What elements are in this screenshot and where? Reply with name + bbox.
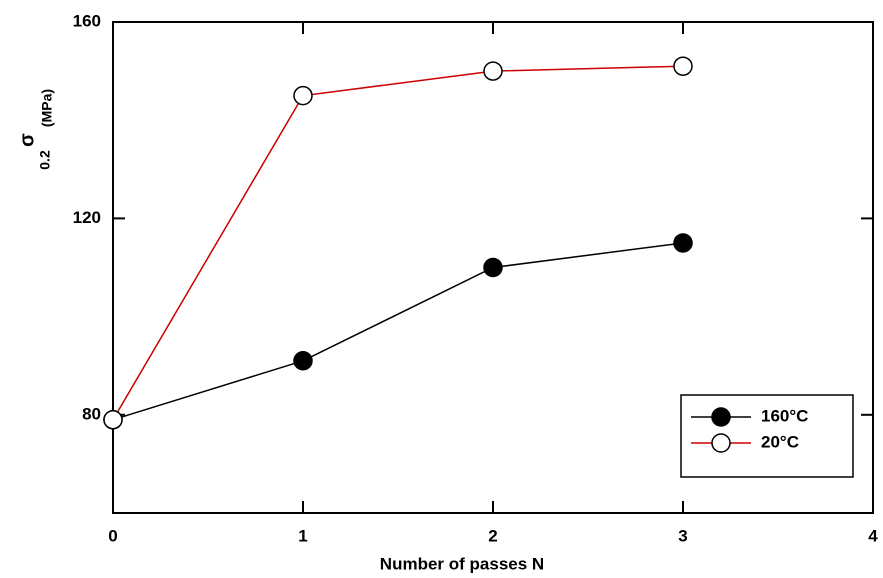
y-tick-label: 80 bbox=[82, 404, 101, 423]
legend-marker bbox=[711, 433, 731, 453]
legend-label: 20°C bbox=[761, 432, 799, 451]
legend-box bbox=[680, 394, 854, 478]
series-line bbox=[112, 242, 684, 421]
data-point bbox=[293, 351, 313, 371]
legend-marker bbox=[711, 407, 731, 427]
y-label-unit: (MPa) bbox=[39, 89, 55, 127]
data-point bbox=[483, 61, 503, 81]
x-tick-label: 2 bbox=[488, 526, 497, 545]
y-axis-label: σ 0.2 (MPa) bbox=[16, 89, 54, 170]
x-tick-label: 0 bbox=[108, 526, 117, 545]
x-tick-label: 1 bbox=[298, 526, 307, 545]
x-tick-label: 3 bbox=[678, 526, 687, 545]
data-point bbox=[673, 233, 693, 253]
y-tick-label: 160 bbox=[73, 11, 101, 30]
data-point bbox=[483, 257, 503, 278]
legend-label: 160°C bbox=[761, 406, 808, 425]
data-point bbox=[673, 56, 693, 76]
y-tick-label: 120 bbox=[73, 208, 101, 227]
series-line bbox=[112, 65, 684, 421]
data-point bbox=[293, 85, 313, 106]
y-label-subscript: 0.2 bbox=[37, 150, 53, 170]
x-tick-label: 4 bbox=[868, 526, 878, 545]
data-point bbox=[103, 409, 123, 430]
x-axis-label: Number of passes N bbox=[380, 554, 544, 573]
y-label-symbol: σ bbox=[16, 133, 38, 147]
